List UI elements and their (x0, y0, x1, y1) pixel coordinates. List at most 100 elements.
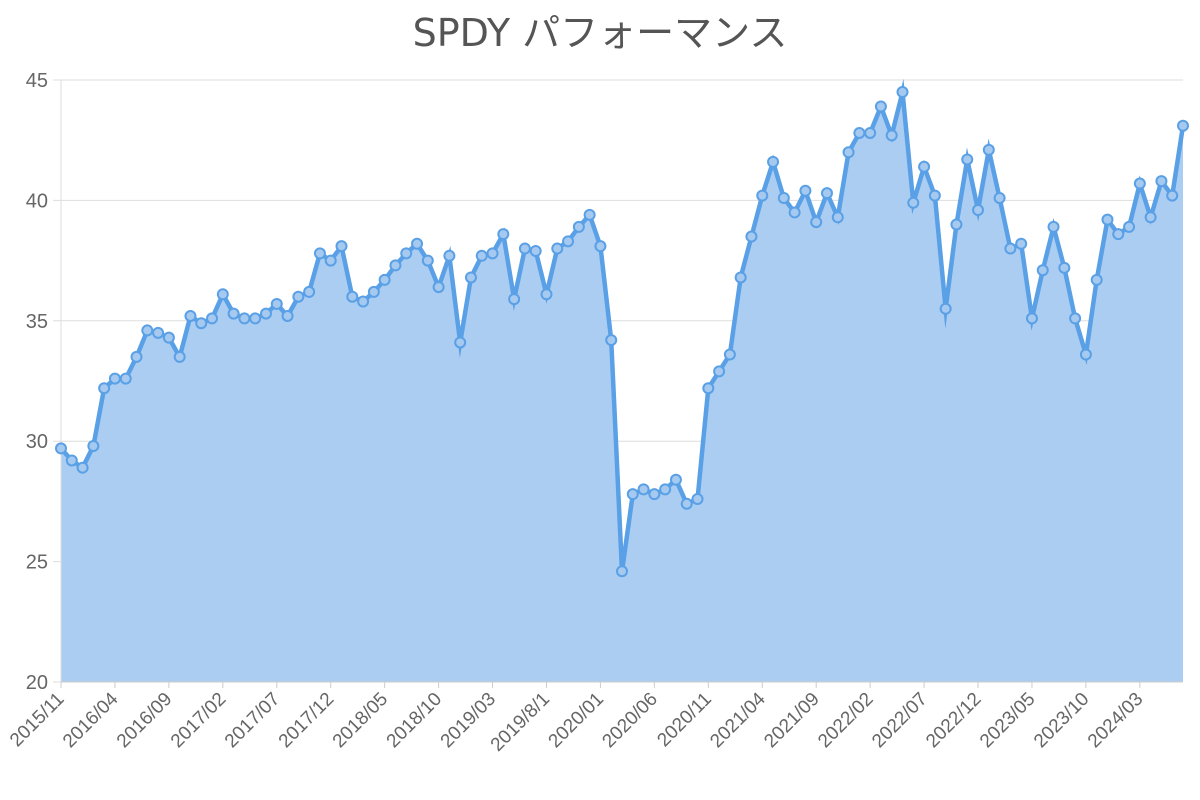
data-point (357, 295, 370, 308)
x-axis-tick-labels: 2015/112016/042016/092017/022017/072017/… (6, 688, 1147, 755)
data-point (313, 247, 326, 260)
data-point (1166, 189, 1179, 202)
data-point (853, 126, 866, 139)
x-tick-label: 2017/02 (167, 689, 230, 752)
data-point (303, 285, 316, 298)
data-point (421, 254, 434, 267)
data-point (55, 442, 67, 455)
data-point (616, 565, 628, 578)
x-tick-label: 2020/11 (653, 689, 715, 751)
data-point (152, 326, 165, 339)
x-tick-label: 2022/02 (814, 689, 877, 752)
data-point (648, 488, 661, 501)
x-tick-label: 2024/03 (1084, 689, 1147, 752)
data-point (1069, 312, 1082, 325)
data-point (788, 206, 801, 219)
data-point (1015, 237, 1028, 250)
data-point (928, 189, 941, 202)
data-point (119, 372, 132, 385)
y-tick-label: 35 (26, 311, 48, 333)
data-point (551, 242, 564, 255)
data-point (87, 440, 100, 453)
data-point (1004, 242, 1017, 255)
x-tick-label: 2021/04 (706, 688, 770, 752)
data-point (292, 290, 305, 303)
data-point (767, 155, 780, 168)
data-point (583, 208, 596, 221)
data-point (1090, 273, 1103, 286)
data-points (55, 86, 1189, 578)
data-point (432, 281, 445, 294)
data-point (918, 160, 931, 173)
data-point (508, 293, 521, 306)
data-point (594, 240, 607, 253)
data-point (1079, 348, 1092, 361)
data-point (820, 187, 833, 200)
data-point (1155, 175, 1168, 188)
data-point (756, 189, 769, 202)
x-tick-label: 2015/11 (6, 689, 68, 751)
data-point (486, 247, 499, 260)
data-point (831, 211, 844, 224)
data-point (443, 249, 456, 262)
data-point (1177, 119, 1189, 132)
x-tick-label: 2017/12 (275, 689, 338, 752)
data-point (605, 334, 618, 347)
data-point (184, 309, 197, 322)
data-point (464, 271, 477, 284)
data-point (659, 483, 672, 496)
x-tick-label: 2016/04 (59, 688, 123, 752)
data-point (993, 191, 1006, 204)
x-tick-label: 2018/10 (383, 689, 446, 752)
data-point (518, 242, 531, 255)
y-tick-label: 40 (26, 190, 48, 212)
series-area (59, 78, 1186, 683)
data-point (626, 488, 639, 501)
x-tick-label: 2018/05 (329, 689, 392, 752)
y-tick-label: 25 (26, 552, 48, 574)
data-point (939, 302, 952, 315)
data-point (874, 100, 887, 113)
data-point (195, 317, 208, 330)
data-point (475, 249, 488, 262)
data-point (389, 259, 402, 272)
x-tick-label: 2022/12 (922, 689, 985, 752)
data-point (173, 350, 186, 363)
data-point (864, 126, 877, 139)
data-point (799, 184, 812, 197)
chart-title: SPDY パフォーマンス (412, 11, 788, 55)
data-point (1144, 211, 1157, 224)
data-point (572, 220, 585, 233)
data-point (1101, 213, 1114, 226)
x-tick-label: 2023/05 (976, 689, 1039, 752)
data-point (702, 382, 715, 395)
data-point (324, 254, 337, 267)
data-point (162, 331, 175, 344)
x-tick-label: 2017/07 (221, 689, 284, 752)
data-point (540, 288, 553, 301)
data-point (777, 191, 790, 204)
x-tick-label: 2023/10 (1030, 689, 1093, 752)
data-point (227, 307, 240, 320)
x-tick-label: 2019/8/1 (487, 689, 554, 756)
data-point (65, 454, 78, 467)
x-tick-label: 2020/06 (598, 689, 661, 752)
data-point (680, 497, 693, 510)
y-tick-label: 45 (26, 70, 48, 92)
x-tick-label: 2022/07 (868, 689, 931, 752)
data-point (745, 230, 758, 243)
data-point (1058, 261, 1071, 274)
data-point (842, 146, 855, 159)
data-point (810, 216, 823, 229)
data-point (335, 240, 348, 253)
data-point (562, 235, 575, 248)
y-tick-label: 30 (26, 431, 48, 453)
data-point (734, 271, 747, 284)
area-fill (61, 92, 1183, 683)
data-point (885, 129, 898, 142)
data-point (454, 336, 467, 349)
data-point (691, 492, 704, 505)
y-axis-tick-labels: 20 25 30 35 40 45 (26, 70, 48, 694)
